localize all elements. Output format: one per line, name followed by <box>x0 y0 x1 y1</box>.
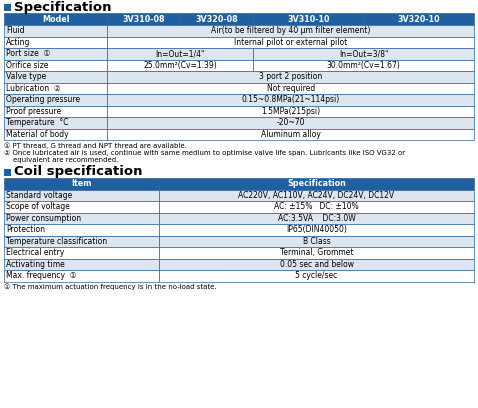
Text: Temperature classification: Temperature classification <box>6 237 107 246</box>
Text: Electrical entry: Electrical entry <box>6 248 64 257</box>
Bar <box>108 36 474 48</box>
Text: Air(to be filtered by 40 μm filter element): Air(to be filtered by 40 μm filter eleme… <box>211 26 370 35</box>
Bar <box>159 213 474 224</box>
Bar <box>4 94 108 106</box>
Text: Activating time: Activating time <box>6 260 65 269</box>
Text: AC: ±15%   DC: ±10%: AC: ±15% DC: ±10% <box>274 202 359 211</box>
Text: 0.15~0.8MPa(21~114psi): 0.15~0.8MPa(21~114psi) <box>241 95 340 104</box>
Text: Internal pilot or external pilot: Internal pilot or external pilot <box>234 38 348 47</box>
Bar <box>159 201 474 213</box>
Bar <box>108 13 180 25</box>
Bar <box>253 48 474 60</box>
Text: 3V310-10: 3V310-10 <box>287 15 329 24</box>
Bar <box>4 213 159 224</box>
Text: 25.0mm²(Cv=1.39): 25.0mm²(Cv=1.39) <box>143 61 217 70</box>
Text: ② Once lubricated air is used, continue with same medium to optimise valve life : ② Once lubricated air is used, continue … <box>4 149 405 155</box>
Text: Aluminum alloy: Aluminum alloy <box>261 130 321 139</box>
Text: ① PT thread, G thread and NPT thread are available.: ① PT thread, G thread and NPT thread are… <box>4 142 187 149</box>
Bar <box>159 177 474 189</box>
Text: 0.05 sec and below: 0.05 sec and below <box>280 260 354 269</box>
Bar <box>4 270 159 282</box>
Bar <box>159 270 474 282</box>
Text: Standard voltage: Standard voltage <box>6 191 72 200</box>
Bar <box>4 36 108 48</box>
Bar <box>108 129 474 140</box>
Bar <box>4 201 159 213</box>
Bar <box>4 48 108 60</box>
Bar <box>108 60 253 71</box>
Text: 3V320-08: 3V320-08 <box>196 15 238 24</box>
Text: Fluid: Fluid <box>6 26 25 35</box>
Text: Specification: Specification <box>287 179 346 188</box>
Bar <box>4 60 108 71</box>
Bar <box>108 48 253 60</box>
Text: Material of body: Material of body <box>6 130 69 139</box>
Text: B Class: B Class <box>303 237 330 246</box>
Bar <box>108 82 474 94</box>
Bar <box>4 4 11 11</box>
Bar <box>364 13 474 25</box>
Text: Orifice size: Orifice size <box>6 61 48 70</box>
Bar <box>253 60 474 71</box>
Bar <box>4 177 159 189</box>
Text: Operating pressure: Operating pressure <box>6 95 80 104</box>
Bar <box>4 189 159 201</box>
Bar <box>4 259 159 270</box>
Bar <box>4 106 108 117</box>
Bar <box>159 224 474 235</box>
Text: Item: Item <box>71 179 92 188</box>
Bar <box>4 247 159 259</box>
Text: Not required: Not required <box>267 84 315 93</box>
Text: Protection: Protection <box>6 225 45 234</box>
Bar <box>159 259 474 270</box>
Bar <box>108 106 474 117</box>
Text: Temperature  °C: Temperature °C <box>6 118 68 127</box>
Bar <box>108 94 474 106</box>
Bar <box>159 235 474 247</box>
Text: Max. frequency  ①: Max. frequency ① <box>6 271 76 280</box>
Bar <box>4 82 108 94</box>
Bar <box>4 169 11 175</box>
Text: Proof pressure: Proof pressure <box>6 107 61 116</box>
Text: In=Out=1/4": In=Out=1/4" <box>155 49 205 58</box>
Text: ① The maximum actuation frequency is in the no-load state.: ① The maximum actuation frequency is in … <box>4 284 217 290</box>
Bar <box>108 25 474 36</box>
Text: 1.5MPa(215psi): 1.5MPa(215psi) <box>261 107 320 116</box>
Text: Specification: Specification <box>14 1 111 14</box>
Bar <box>4 71 108 82</box>
Bar <box>108 117 474 129</box>
Bar <box>159 189 474 201</box>
Text: Lubrication  ②: Lubrication ② <box>6 84 61 93</box>
Text: 3V320-10: 3V320-10 <box>398 15 440 24</box>
Bar <box>253 13 364 25</box>
Text: Model: Model <box>42 15 69 24</box>
Bar <box>108 71 474 82</box>
Text: In=Out=3/8": In=Out=3/8" <box>339 49 388 58</box>
Text: Coil specification: Coil specification <box>14 166 142 179</box>
Bar <box>4 25 108 36</box>
Text: Terminal, Grommet: Terminal, Grommet <box>280 248 353 257</box>
Bar <box>4 224 159 235</box>
Text: 30.0mm²(Cv=1.67): 30.0mm²(Cv=1.67) <box>326 61 401 70</box>
Bar <box>4 129 108 140</box>
Text: Acting: Acting <box>6 38 31 47</box>
Bar <box>4 13 108 25</box>
Text: equivalent are recommended.: equivalent are recommended. <box>4 157 119 163</box>
Text: AC:3.5VA    DC:3.0W: AC:3.5VA DC:3.0W <box>278 214 356 223</box>
Bar <box>4 235 159 247</box>
Text: Power consumption: Power consumption <box>6 214 81 223</box>
Text: Port size  ①: Port size ① <box>6 49 50 58</box>
Text: AC220V, AC110V, AC24V, DC24V, DC12V: AC220V, AC110V, AC24V, DC24V, DC12V <box>239 191 395 200</box>
Text: 5 cycle/sec: 5 cycle/sec <box>295 271 337 280</box>
Bar <box>180 13 253 25</box>
Text: IP65(DIN40050): IP65(DIN40050) <box>286 225 347 234</box>
Text: Valve type: Valve type <box>6 72 46 81</box>
Bar <box>159 247 474 259</box>
Text: 3 port 2 position: 3 port 2 position <box>259 72 322 81</box>
Text: Scope of voltage: Scope of voltage <box>6 202 70 211</box>
Text: -20~70: -20~70 <box>276 118 305 127</box>
Text: 3V310-08: 3V310-08 <box>122 15 165 24</box>
Bar <box>4 117 108 129</box>
